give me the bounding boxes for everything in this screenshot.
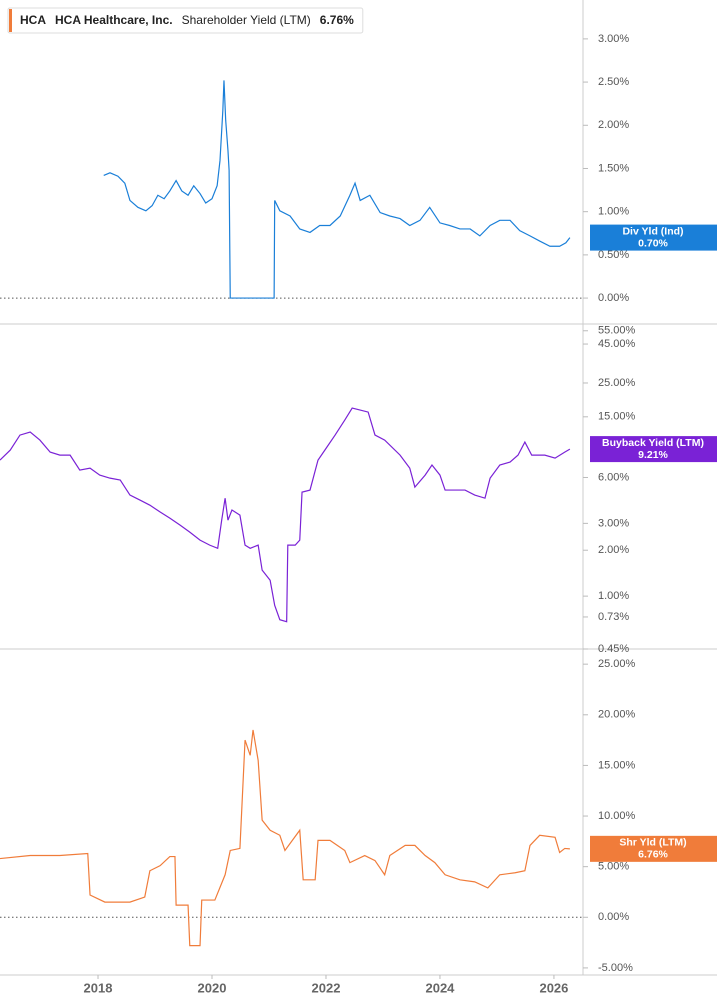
x-tick-label: 2026 [539, 980, 568, 995]
y-tick-label: 25.00% [598, 377, 636, 389]
y-tick-label: 3.00% [598, 517, 629, 529]
x-tick-label: 2020 [198, 980, 227, 995]
series-line [103, 80, 571, 299]
y-tick-label: 1.00% [598, 206, 629, 218]
y-tick-label: 0.00% [598, 292, 629, 304]
ticker: HCA [20, 13, 46, 27]
badge-value: 6.76% [638, 849, 668, 861]
y-tick-label: 1.50% [598, 162, 629, 174]
y-tick-label: 5.00% [598, 861, 629, 873]
y-tick-label: 55.00% [598, 325, 636, 337]
y-tick-label: 0.00% [598, 911, 629, 923]
y-tick-label: 1.00% [598, 590, 629, 602]
x-tick-label: 2018 [84, 980, 113, 995]
x-tick-label: 2024 [425, 980, 455, 995]
x-tick-label: 2022 [312, 980, 341, 995]
series-name: Shareholder Yield (LTM) [182, 13, 311, 27]
badge-value: 9.21% [638, 449, 668, 461]
y-tick-label: 15.00% [598, 411, 636, 423]
header-marker [9, 9, 12, 32]
company-name: HCA Healthcare, Inc. [55, 13, 173, 27]
y-tick-label: 0.45% [598, 643, 629, 655]
y-tick-label: 2.00% [598, 544, 629, 556]
series-line [0, 407, 571, 623]
badge-label: Buyback Yield (LTM) [602, 437, 704, 449]
y-tick-label: 3.00% [598, 33, 629, 45]
header: HCA HCA Healthcare, Inc. Shareholder Yield… [7, 7, 364, 34]
y-tick-label: 20.00% [598, 709, 636, 721]
y-tick-label: -5.00% [598, 962, 633, 974]
current-value: 6.76% [320, 13, 354, 27]
y-tick-label: 25.00% [598, 658, 636, 670]
y-tick-label: 45.00% [598, 338, 636, 350]
y-tick-label: 10.00% [598, 810, 636, 822]
badge-value: 0.70% [638, 237, 668, 249]
header-box [7, 7, 364, 34]
y-tick-label: 0.50% [598, 249, 629, 261]
value-badge [590, 436, 717, 463]
y-tick-label: 0.73% [598, 611, 629, 623]
badge-label: Div Yld (Ind) [622, 225, 683, 237]
series-line [0, 729, 570, 947]
y-tick-label: 6.00% [598, 471, 629, 483]
y-tick-label: 2.50% [598, 76, 629, 88]
value-badge [590, 224, 717, 251]
badge-label: Shr Yld (LTM) [619, 837, 686, 849]
y-tick-label: 2.00% [598, 119, 629, 131]
value-badge [590, 835, 717, 862]
y-tick-label: 15.00% [598, 759, 636, 771]
